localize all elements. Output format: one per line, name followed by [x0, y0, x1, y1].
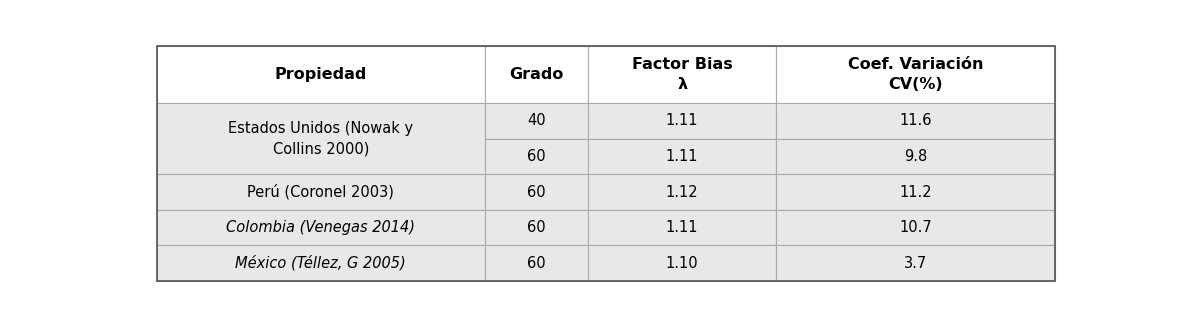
- Bar: [157, 174, 485, 210]
- Bar: [777, 46, 1054, 103]
- Text: 1.11: 1.11: [665, 220, 699, 235]
- Bar: [157, 245, 485, 281]
- Bar: [485, 245, 587, 281]
- Bar: [587, 245, 777, 281]
- Bar: [587, 46, 777, 103]
- Text: 1.10: 1.10: [665, 256, 699, 271]
- Text: 60: 60: [527, 149, 546, 164]
- Text: Propiedad: Propiedad: [274, 67, 366, 82]
- Text: 1.11: 1.11: [665, 149, 699, 164]
- Bar: [587, 139, 777, 174]
- Bar: [587, 210, 777, 245]
- Bar: [157, 103, 485, 174]
- Text: Estados Unidos (Nowak y
Collins 2000): Estados Unidos (Nowak y Collins 2000): [228, 122, 414, 156]
- Text: 60: 60: [527, 220, 546, 235]
- Bar: [777, 210, 1054, 245]
- Text: 1.12: 1.12: [665, 185, 699, 200]
- Text: 60: 60: [527, 256, 546, 271]
- Bar: [587, 174, 777, 210]
- Text: 11.6: 11.6: [900, 113, 931, 129]
- Text: 11.2: 11.2: [900, 185, 931, 200]
- Bar: [777, 174, 1054, 210]
- Text: 9.8: 9.8: [904, 149, 927, 164]
- Text: 60: 60: [527, 185, 546, 200]
- Bar: [157, 210, 485, 245]
- Text: Factor Bias
λ: Factor Bias λ: [631, 57, 733, 92]
- Bar: [157, 46, 485, 103]
- Bar: [587, 103, 777, 139]
- Bar: [485, 139, 587, 174]
- Text: Grado: Grado: [509, 67, 564, 82]
- Bar: [777, 139, 1054, 174]
- Text: 10.7: 10.7: [900, 220, 931, 235]
- Text: Colombia (Venegas 2014): Colombia (Venegas 2014): [226, 220, 415, 235]
- Text: México (Téllez, G 2005): México (Téllez, G 2005): [235, 255, 407, 271]
- Bar: [485, 210, 587, 245]
- Bar: [485, 46, 587, 103]
- Text: Coef. Variación
CV(%): Coef. Variación CV(%): [847, 57, 983, 92]
- Text: 3.7: 3.7: [904, 256, 927, 271]
- Text: 40: 40: [527, 113, 546, 129]
- Bar: [777, 103, 1054, 139]
- Bar: [485, 174, 587, 210]
- Bar: [485, 103, 587, 139]
- Text: 1.11: 1.11: [665, 113, 699, 129]
- Text: Perú (Coronel 2003): Perú (Coronel 2003): [247, 184, 394, 200]
- Bar: [777, 245, 1054, 281]
